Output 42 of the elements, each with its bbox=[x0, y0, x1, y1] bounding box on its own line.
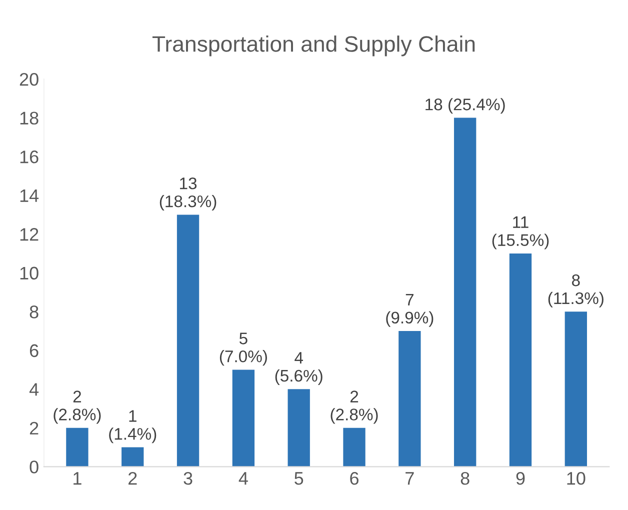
x-tick-label: 4 bbox=[238, 472, 248, 485]
y-tick-label: 12 bbox=[20, 228, 38, 241]
x-tick-label: 6 bbox=[350, 472, 358, 485]
x-tick-label: 8 bbox=[460, 472, 470, 485]
y-tick-label: 10 bbox=[20, 266, 38, 280]
data-label: 1 (1.4%) bbox=[109, 410, 156, 444]
x-tick-label: 3 bbox=[184, 472, 192, 485]
data-label: 2 (2.8%) bbox=[330, 390, 378, 424]
y-tick-label: 20 bbox=[20, 72, 38, 86]
bar bbox=[122, 447, 144, 467]
data-label: 2 (2.8%) bbox=[54, 390, 101, 424]
x-tick-label: 2 bbox=[128, 472, 137, 485]
x-tick-label: 10 bbox=[567, 472, 586, 485]
bar bbox=[66, 428, 88, 467]
x-tick-label: 9 bbox=[516, 472, 525, 485]
bar bbox=[398, 330, 421, 467]
bar bbox=[232, 370, 255, 467]
data-label: 11 (15.5%) bbox=[492, 216, 549, 250]
data-label: 8 (11.3%) bbox=[548, 274, 604, 308]
bar bbox=[288, 389, 310, 467]
y-tick-label: 0 bbox=[30, 460, 38, 474]
data-label: 5 (7.0%) bbox=[220, 332, 267, 366]
bar bbox=[564, 312, 587, 467]
y-tick-label: 18 bbox=[20, 112, 38, 125]
bar bbox=[454, 118, 476, 467]
data-label: 7 (9.9%) bbox=[386, 294, 434, 327]
y-tick-label: 2 bbox=[30, 422, 38, 434]
y-tick-label: 6 bbox=[30, 344, 38, 358]
chart-title: Transportation and Supply Chain bbox=[152, 36, 475, 56]
x-tick-label: 5 bbox=[294, 472, 304, 485]
bar bbox=[509, 253, 532, 467]
y-tick-label: 14 bbox=[20, 189, 39, 202]
bar bbox=[176, 214, 200, 467]
x-tick-label: 7 bbox=[406, 472, 414, 485]
data-label: 18 (25.4%) bbox=[426, 98, 505, 114]
data-label: 13 (18.3%) bbox=[160, 177, 216, 211]
x-tick-label: 1 bbox=[74, 472, 82, 485]
bar bbox=[343, 428, 366, 467]
y-tick-label: 16 bbox=[20, 150, 38, 164]
y-tick-label: 4 bbox=[29, 383, 39, 396]
data-label: 4 (5.6%) bbox=[275, 352, 322, 385]
y-tick-label: 8 bbox=[30, 306, 38, 318]
